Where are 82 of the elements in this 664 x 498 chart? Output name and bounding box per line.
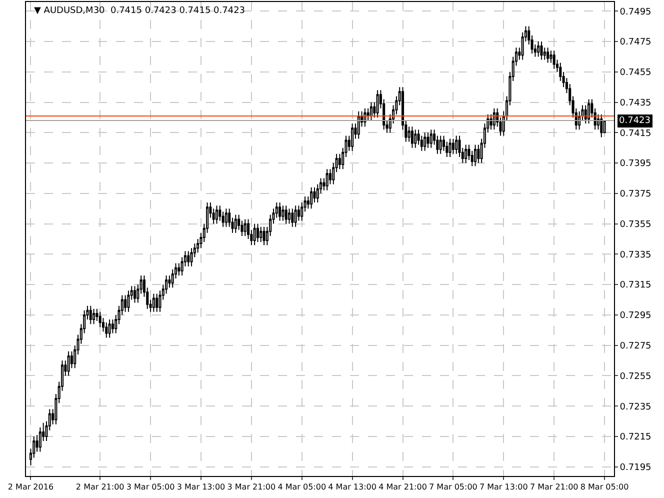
candlestick (370, 102, 373, 121)
candlestick (455, 135, 458, 154)
candlestick (260, 226, 262, 243)
candlestick (111, 319, 114, 334)
y-tick-label: 0.7495 (620, 7, 652, 18)
candlestick (262, 226, 266, 246)
candlestick (537, 41, 540, 58)
candlestick (600, 114, 603, 138)
candlestick (424, 132, 426, 152)
candlestick (187, 250, 190, 267)
y-tick-label: 0.7335 (620, 250, 652, 260)
candlestick (414, 129, 417, 148)
candlestick (108, 319, 111, 338)
candlestick (294, 205, 297, 228)
candlestick (127, 290, 130, 312)
candlestick (310, 186, 313, 210)
y-tick-label: 0.7435 (620, 98, 652, 108)
y-tick-label: 0.7415 (620, 128, 652, 139)
y-tick-label: 0.7475 (620, 38, 652, 48)
candlestick (464, 144, 468, 164)
candlestick (253, 223, 256, 246)
y-tick-label: 0.7235 (620, 402, 652, 412)
candlestick (291, 208, 294, 228)
candlestick (89, 305, 92, 325)
candlestick (92, 308, 96, 325)
candlestick (190, 248, 193, 267)
candlestick (278, 202, 282, 222)
candlestick (452, 138, 454, 154)
y-tick-label: 0.7255 (620, 372, 652, 382)
candlestick (284, 205, 288, 224)
candlestick (588, 98, 590, 124)
x-tick-label: 3 Mar 13:00 (176, 482, 226, 492)
x-tick-label: 4 Mar 05:00 (278, 482, 326, 492)
x-tick-label: 4 Mar 13:00 (328, 482, 376, 492)
y-tick-label: 0.7355 (620, 220, 652, 230)
candlestick (282, 205, 284, 222)
candlestick (156, 293, 158, 312)
candlestick (357, 110, 360, 140)
y-tick-label: 0.7295 (620, 311, 652, 322)
candlestick (474, 144, 477, 167)
y-tick-label: 0.7195 (620, 463, 652, 474)
candlestick (552, 50, 556, 70)
y-tick-label: 0.7395 (620, 159, 652, 170)
candlestick (430, 129, 432, 148)
candlestick (98, 311, 102, 328)
text: ▼ AUDUSD,M30 0.7415 0.7423 0.7415 0.7423 (34, 6, 246, 16)
candlestick (224, 208, 228, 228)
x-tick-label: 7 Mar 05:00 (429, 482, 478, 492)
x-tick-label: 7 Mar 21:00 (530, 482, 578, 492)
candlestick (38, 426, 42, 452)
y-tick-label: 0.7455 (620, 68, 652, 78)
candlestick (439, 135, 442, 154)
candlestick (152, 293, 155, 312)
candlestick (448, 138, 452, 158)
candlestick (326, 168, 328, 191)
ref-line-label: 0.7423 (619, 116, 650, 126)
x-tick-label: 3 Mar 05:00 (126, 482, 175, 492)
candlestick (244, 218, 246, 236)
candlestick (134, 286, 136, 304)
x-tick-label: 7 Mar 13:00 (479, 482, 528, 492)
candlestick (426, 132, 430, 148)
x-tick-label: 3 Mar 21:00 (227, 482, 276, 492)
candlestick (256, 223, 259, 243)
y-tick-label: 0.7275 (620, 342, 652, 352)
candlestick (234, 214, 237, 234)
x-tick-label: 2 Mar 2016 (8, 482, 54, 492)
x-tick-label: 4 Mar 21:00 (378, 482, 427, 492)
candlestick (67, 350, 70, 376)
y-tick-label: 0.7375 (620, 190, 652, 200)
candlestick (410, 126, 414, 148)
candlestick (351, 123, 354, 152)
candlestick (105, 322, 108, 338)
candlestick (288, 208, 291, 224)
candlestick (215, 205, 218, 224)
y-tick-label: 0.7315 (620, 280, 652, 291)
y-tick-label: 0.7215 (620, 432, 652, 443)
candlestick (124, 294, 127, 312)
candlestick (376, 90, 379, 118)
x-tick-label: 8 Mar 05:00 (580, 482, 629, 492)
x-tick-label: 2 Mar 21:00 (76, 482, 124, 492)
candlestick (546, 47, 550, 64)
candlestick (540, 41, 543, 60)
